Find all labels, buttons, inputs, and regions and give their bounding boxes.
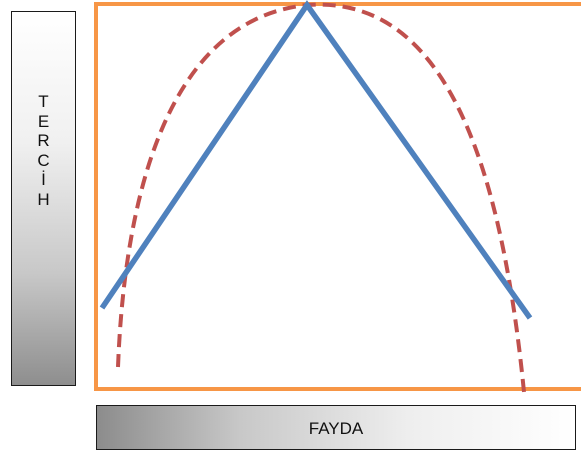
y-axis-label: T E R C İ H: [37, 92, 50, 209]
y-axis-label-box: T E R C İ H: [11, 11, 76, 386]
solid-triangle-line: [99, 0, 533, 320]
plot-frame: [94, 2, 581, 391]
x-axis-label-box: FAYDA: [96, 405, 576, 450]
x-axis-label: FAYDA: [308, 419, 364, 438]
